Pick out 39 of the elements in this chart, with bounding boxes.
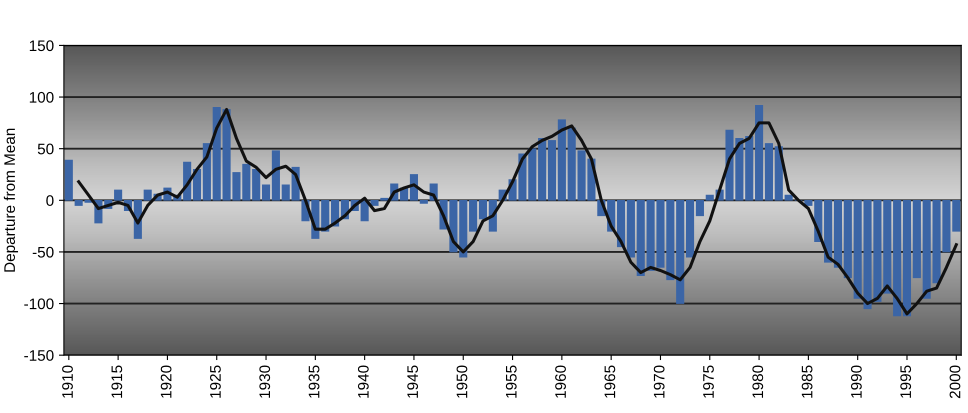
bar [232,172,240,201]
x-tick-label: 1930 [259,365,270,398]
y-tick-label: 150 [30,40,54,52]
x-tick-label: 1965 [604,366,616,398]
x-tick-label: 1960 [555,365,566,398]
y-tick-label: 0 [46,195,54,206]
bar [370,200,379,206]
bar [864,200,872,310]
x-tick-label: 1925 [210,366,221,398]
x-tick-label: 1955 [506,366,517,398]
x-tick-label: 1975 [703,366,714,398]
x-tick-label: 1945 [407,366,418,398]
bar [686,200,694,258]
bar [656,200,665,268]
bar [902,200,912,316]
x-tick-label: 1935 [308,366,320,398]
y-tick-label: -100 [24,298,54,310]
x-tick-label: 1985 [802,366,812,398]
x-tick-label: 1920 [160,365,172,398]
x-tick-label: 1980 [752,365,764,398]
y-tick-label: -150 [24,350,54,361]
bar [764,143,773,201]
x-tick-label: 2000 [950,365,960,398]
x-tick-label: 1915 [111,366,122,398]
y-tick-label: -50 [32,246,54,258]
x-tick-label: 1940 [358,365,369,398]
bar [262,184,270,201]
line-series [77,108,958,316]
y-tick-label: 100 [30,92,54,103]
x-tick-label: 1950 [456,365,468,398]
bar [478,200,488,220]
x-tick-label: 1910 [62,365,73,398]
bar [834,200,842,268]
y-tick-label: 50 [38,144,54,154]
x-tick-label: 1995 [900,366,912,398]
x-tick-label: 1970 [654,365,665,398]
x-tick-label: 1990 [850,365,862,398]
y-axis-title: Departure from Mean [4,128,18,272]
bar [548,140,556,201]
